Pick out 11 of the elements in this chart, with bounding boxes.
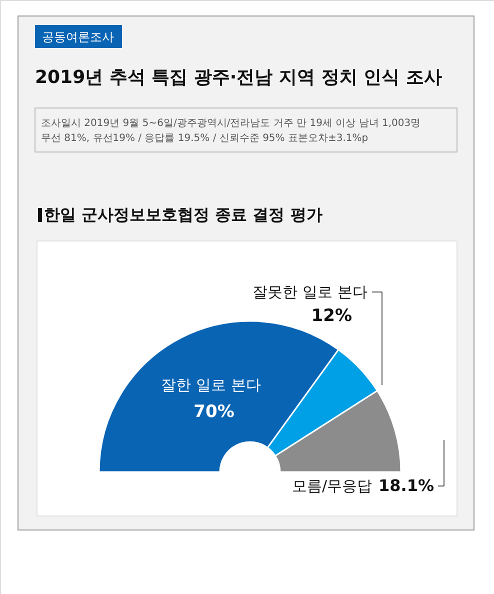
data-label: 70% <box>194 402 234 422</box>
slice-label: 모름/무응답 <box>292 477 372 495</box>
text: 공동여론조사 <box>42 30 114 44</box>
slice-label: 잘못한 일로 본다 <box>252 283 368 301</box>
chart-subtitle: 한일 군사정보보호협정 종료 결정 평가 <box>44 205 322 224</box>
data-label: 18.1% <box>378 476 434 495</box>
data-label: 12% <box>311 306 352 326</box>
slice-label: 잘한 일로 본다 <box>161 376 261 394</box>
chart-title: 2019년 추석 특집 광주·전남 지역 정치 인식 조사 <box>35 67 442 88</box>
text: 무선 81%, 유선19% / 응답률 19.5% / 신뢰수준 95% 표본오차±3.1%p <box>41 133 368 144</box>
text: 조사일시 2019년 9월 5~6일/광주광역시/전라남도 거주 만 19세 이상 남녀 1,003명 <box>41 118 421 129</box>
